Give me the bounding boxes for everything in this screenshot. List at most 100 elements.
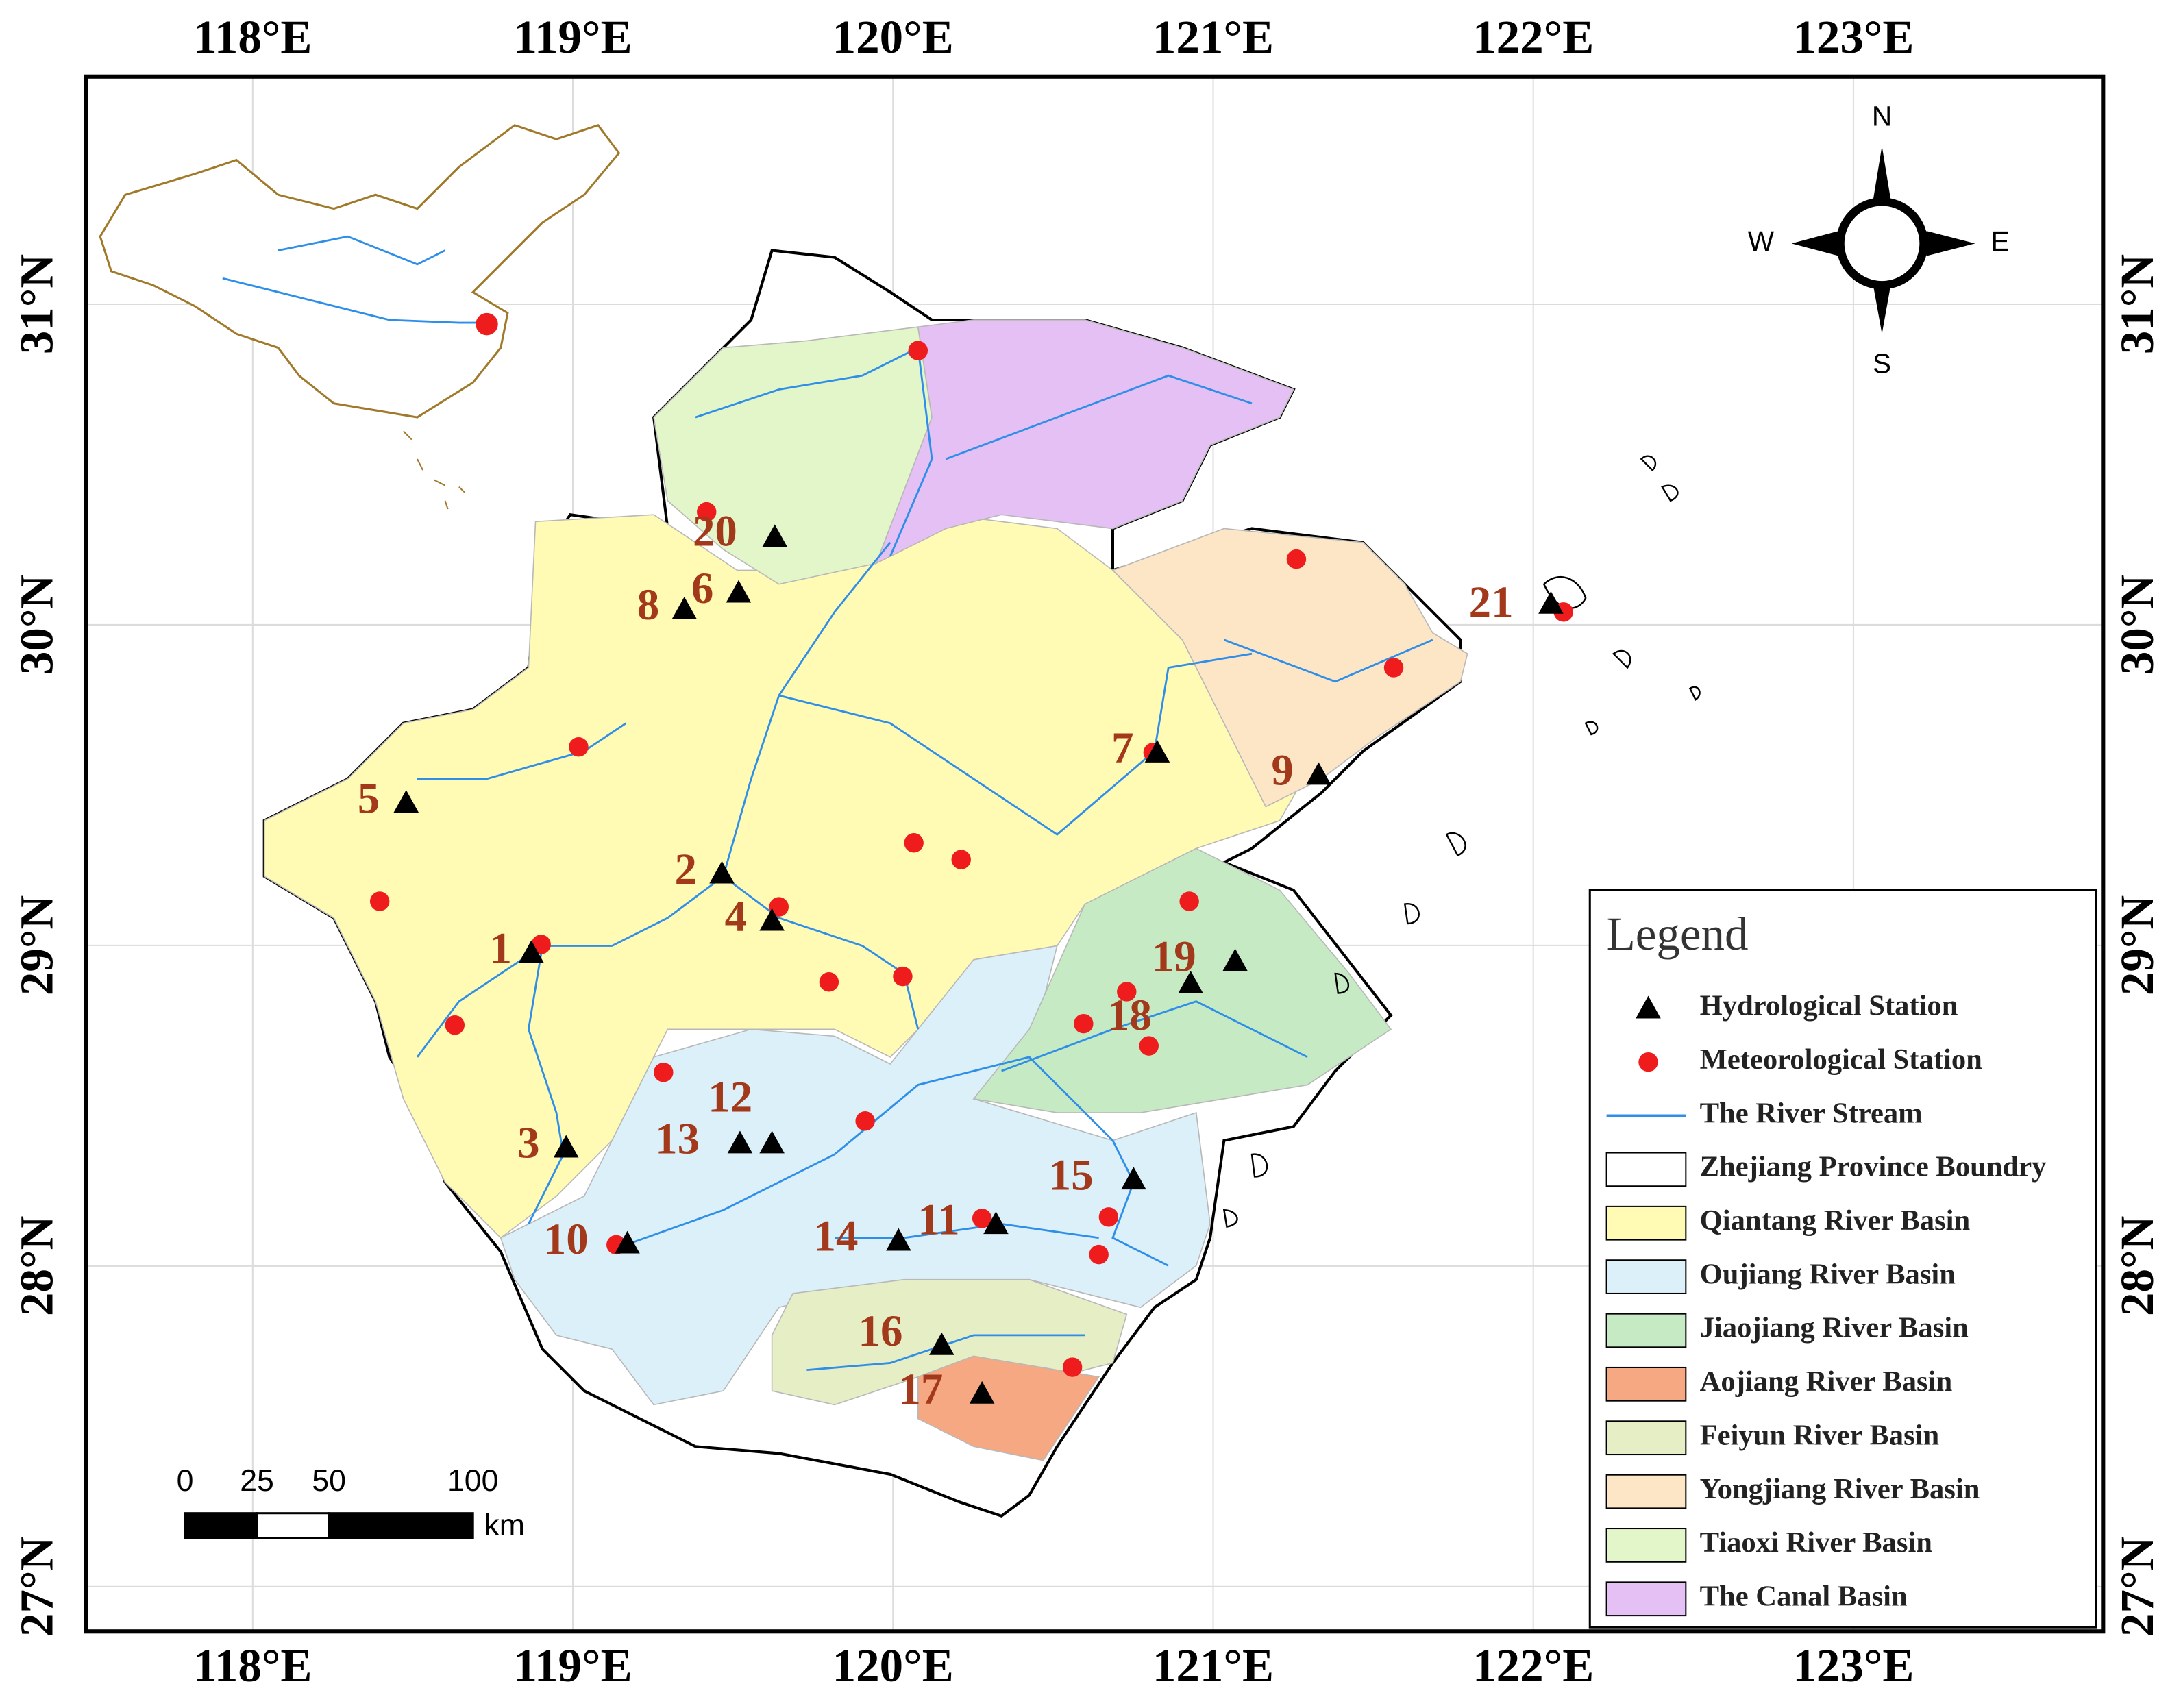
zhejiang-highlight <box>476 312 498 336</box>
lat-label-right: 29°N <box>2111 895 2163 995</box>
hydrological-station <box>1538 591 1564 614</box>
lon-label-top: 119°E <box>513 11 632 63</box>
lat-label-right: 30°N <box>2111 575 2163 675</box>
legend-label: Hydrological Station <box>1700 990 1958 1022</box>
lon-label-top: 118°E <box>193 11 312 63</box>
station-label: 14 <box>814 1212 859 1261</box>
legend-label: The River Stream <box>1700 1097 1923 1129</box>
scale-segment <box>256 1512 330 1539</box>
station-label: 19 <box>1152 932 1196 982</box>
compass-arrow <box>1791 231 1839 256</box>
hydrological-station <box>671 596 698 619</box>
canal-basin <box>875 319 1295 565</box>
lat-label-left: 30°N <box>11 575 63 675</box>
coordinate-labels: 118°E 118°E 119°E 119°E 120°E 120°E 121°E 121°E… <box>11 11 2163 1692</box>
meteorological-station <box>904 833 924 853</box>
legend-label: Qiantang River Basin <box>1700 1204 1971 1237</box>
lat-label-right: 27°N <box>2111 1537 2163 1637</box>
oujiang-basin <box>500 945 1211 1406</box>
rivers <box>416 346 1433 1372</box>
lon-label-bottom: 121°E <box>1153 1639 1274 1692</box>
compass: N S E W <box>1748 100 2010 379</box>
meteorological-station <box>569 737 589 757</box>
map-frame <box>84 74 2106 1634</box>
legend-title: Legend <box>1607 908 1749 960</box>
yongjiang-basin <box>1111 528 1468 808</box>
meteorological-station <box>769 897 789 917</box>
compass-n: N <box>1872 100 1892 132</box>
hydrological-station <box>929 1332 954 1355</box>
meteorological-station <box>908 341 928 360</box>
legend-label: Feiyun River Basin <box>1700 1419 1940 1451</box>
meteorological-station <box>654 1062 674 1082</box>
meteorological-station <box>1117 982 1137 1002</box>
legend-symbol <box>1605 1366 1687 1402</box>
station-label: 2 <box>675 845 697 894</box>
legend-label: Yongjiang River Basin <box>1700 1473 1980 1505</box>
meteorological-station <box>819 972 839 992</box>
station-label: 5 <box>358 773 380 823</box>
lon-label-bottom: 119°E <box>513 1639 632 1692</box>
hydrological-station <box>1144 740 1170 763</box>
inset-river <box>278 235 446 266</box>
scale-tick-label: 25 <box>240 1464 274 1498</box>
scale-segment <box>328 1512 474 1539</box>
legend-label: Tiaoxi River Basin <box>1700 1526 1933 1559</box>
legend: Legend Hydrological Station Meteorologica… <box>1588 889 2097 1629</box>
inset-china <box>99 124 621 510</box>
river <box>722 875 920 1030</box>
hydrological-station <box>762 524 787 547</box>
station-label: 8 <box>637 580 659 630</box>
legend-symbol <box>1605 1259 1687 1294</box>
station-label: 9 <box>1271 746 1293 795</box>
meteorological-station <box>445 1015 465 1035</box>
meteorological-station <box>1074 1013 1094 1034</box>
scale-tick-label: 0 <box>177 1464 194 1498</box>
legend-label: Oujiang River Basin <box>1700 1258 1956 1290</box>
hydrological-station <box>519 940 544 963</box>
station-label: 6 <box>691 564 713 613</box>
river <box>527 945 565 1225</box>
station-label: 17 <box>898 1365 943 1414</box>
hydrological-station <box>759 908 785 931</box>
hydrological-station <box>983 1211 1009 1235</box>
river <box>1001 1000 1308 1072</box>
legend-label: Zhejiang Province Boundry <box>1700 1151 2047 1183</box>
lon-label-bottom: 118°E <box>193 1639 312 1692</box>
scale-tick-label: 100 <box>447 1464 498 1498</box>
hydrological-station <box>1306 762 1331 785</box>
lat-label-left: 31°N <box>11 254 63 354</box>
scale-unit: km <box>484 1509 525 1542</box>
inset-river <box>222 277 487 324</box>
station-label: 16 <box>859 1307 903 1356</box>
meteorological-station <box>1383 658 1404 678</box>
legend-symbol <box>1638 1052 1658 1072</box>
compass-e: E <box>1991 225 2010 257</box>
legend-symbol <box>1605 1152 1687 1187</box>
station-label: 7 <box>1111 723 1133 773</box>
islands <box>1222 455 1701 1228</box>
qiantang-basin <box>263 514 1336 1239</box>
compass-s: S <box>1873 348 1891 380</box>
river <box>416 541 891 1058</box>
hydrological-station <box>1178 971 1203 993</box>
river <box>778 652 1253 836</box>
legend-symbol <box>1605 1581 1687 1617</box>
hydrological-station <box>759 1130 785 1154</box>
station-label: 20 <box>693 507 737 556</box>
lon-label-top: 122°E <box>1473 11 1594 63</box>
lat-label-left: 29°N <box>11 895 63 995</box>
meteorological-station <box>893 966 913 987</box>
meteorological-station <box>1089 1244 1109 1265</box>
river <box>945 374 1253 460</box>
river <box>417 722 627 780</box>
river <box>834 1223 1099 1239</box>
lon-label-bottom: 122°E <box>1473 1639 1594 1692</box>
meteorological-station <box>697 502 717 522</box>
hydrological-station <box>1636 995 1661 1019</box>
scale-tick-label: 50 <box>312 1464 346 1498</box>
hydrological-station <box>727 1130 753 1154</box>
scale-bar: 0 25 50 100 km <box>177 1464 525 1542</box>
hydrological-station <box>969 1381 995 1404</box>
